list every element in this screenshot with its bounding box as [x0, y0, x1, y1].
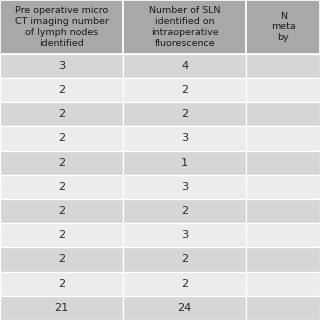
Bar [246, 0, 320, 54]
Text: 2: 2 [58, 85, 65, 95]
Bar [0, 126, 123, 151]
Text: 2: 2 [181, 254, 188, 265]
Bar [0, 78, 123, 102]
Text: Number of SLN
identified on
intraoperative
fluorescence: Number of SLN identified on intraoperati… [149, 6, 220, 47]
Bar [246, 199, 320, 223]
Bar [246, 151, 320, 175]
Bar [246, 78, 320, 102]
Text: 3: 3 [58, 61, 65, 71]
Text: 21: 21 [54, 303, 69, 313]
Bar [0, 54, 123, 78]
Text: N
meta
by: N meta by [271, 12, 296, 42]
Text: 2: 2 [181, 279, 188, 289]
Bar [0, 247, 123, 272]
Text: 2: 2 [58, 279, 65, 289]
Text: 2: 2 [181, 85, 188, 95]
Bar [123, 0, 246, 54]
Bar [246, 54, 320, 78]
Bar [123, 102, 246, 126]
Text: Pre operative micro
CT imaging number
of lymph nodes
identified: Pre operative micro CT imaging number of… [15, 6, 108, 47]
Text: 1: 1 [181, 158, 188, 168]
Bar [123, 175, 246, 199]
Text: 24: 24 [178, 303, 192, 313]
Bar [123, 272, 246, 296]
Text: 2: 2 [181, 109, 188, 119]
Bar [123, 223, 246, 247]
Bar [246, 223, 320, 247]
Bar [123, 296, 246, 320]
Bar [123, 54, 246, 78]
Text: 2: 2 [58, 109, 65, 119]
Bar [0, 199, 123, 223]
Bar [246, 102, 320, 126]
Text: 2: 2 [58, 254, 65, 265]
Bar [0, 102, 123, 126]
Text: 3: 3 [181, 230, 188, 240]
Bar [246, 126, 320, 151]
Bar [0, 272, 123, 296]
Bar [0, 175, 123, 199]
Bar [123, 78, 246, 102]
Text: 2: 2 [58, 230, 65, 240]
Text: 2: 2 [58, 158, 65, 168]
Bar [246, 272, 320, 296]
Bar [246, 175, 320, 199]
Text: 2: 2 [58, 206, 65, 216]
Bar [246, 296, 320, 320]
Text: 3: 3 [181, 182, 188, 192]
Text: 3: 3 [181, 133, 188, 143]
Bar [123, 199, 246, 223]
Bar [0, 223, 123, 247]
Bar [0, 151, 123, 175]
Text: 2: 2 [58, 133, 65, 143]
Bar [123, 126, 246, 151]
Bar [0, 0, 123, 54]
Bar [123, 247, 246, 272]
Text: 2: 2 [58, 182, 65, 192]
Text: 2: 2 [181, 206, 188, 216]
Text: 4: 4 [181, 61, 188, 71]
Bar [246, 247, 320, 272]
Bar [123, 151, 246, 175]
Bar [0, 296, 123, 320]
